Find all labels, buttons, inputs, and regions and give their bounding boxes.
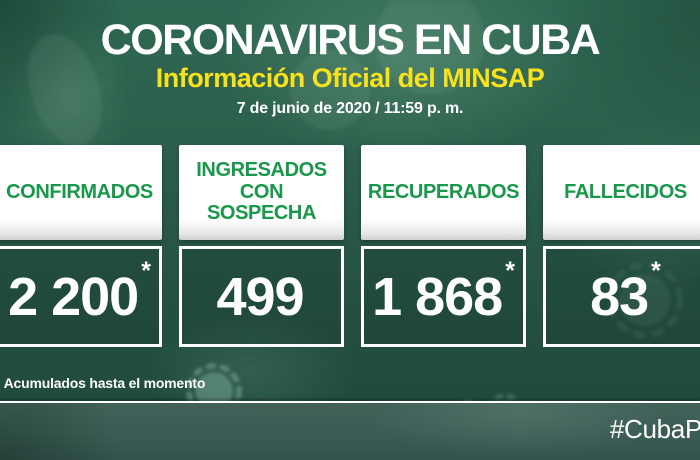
- stat-value-box: 83 *: [543, 246, 700, 347]
- asterisk-mark: *: [505, 257, 515, 285]
- stat-value: 1 868: [372, 266, 503, 327]
- stat-card-recuperados: RECUPERADOS 1 868 *: [361, 145, 526, 347]
- stat-label: RECUPERADOS: [361, 145, 526, 240]
- stat-card-fallecidos: FALLECIDOS 83 *: [543, 145, 700, 347]
- stat-value: 499: [216, 266, 304, 327]
- report-date: 7 de junio de 2020 / 11:59 p. m.: [236, 100, 464, 117]
- stat-card-confirmados: CONFIRMADOS 2 200 *: [0, 145, 162, 347]
- stat-value-box: 1 868 *: [361, 246, 526, 347]
- stat-value-box: 499: [179, 246, 344, 347]
- footnote-text: Acumulados hasta el momento: [3, 375, 206, 391]
- asterisk-mark: *: [651, 257, 661, 285]
- footer-strip: #CubaP: [0, 403, 700, 460]
- stat-value: 83: [590, 266, 649, 327]
- subtitle: Información Oficial del MINSAP: [155, 63, 545, 93]
- hashtag: #CubaP: [609, 414, 700, 444]
- stats-row: CONFIRMADOS 2 200 * INGRESADOS CON SOSPE…: [0, 145, 700, 347]
- asterisk-mark: *: [141, 257, 151, 285]
- footnote: *Acumulados hasta el momento: [0, 369, 206, 391]
- stat-value: 2 200: [8, 266, 139, 327]
- stat-value-box: 2 200 *: [0, 246, 162, 347]
- stat-label: INGRESADOS CON SOSPECHA: [179, 145, 344, 240]
- stat-label: CONFIRMADOS: [0, 145, 162, 240]
- page-title: CORONAVIRUS EN CUBA: [100, 16, 601, 64]
- stat-label: FALLECIDOS: [543, 145, 700, 240]
- divider-line: [0, 401, 700, 403]
- stat-card-ingresados: INGRESADOS CON SOSPECHA 499: [179, 145, 344, 347]
